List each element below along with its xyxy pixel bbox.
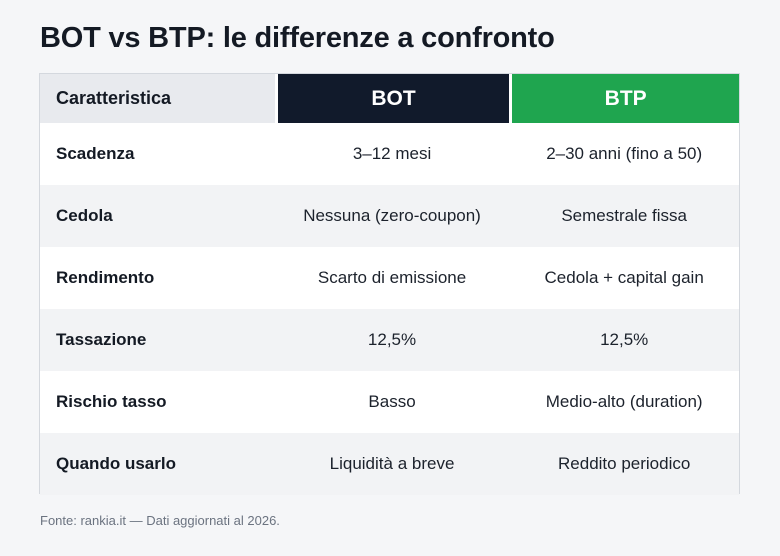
table-row: Cedola Nessuna (zero-coupon) Semestrale … [40, 185, 739, 247]
row-bot-value: Basso [368, 392, 416, 411]
row-btp-value: Reddito periodico [558, 454, 691, 473]
row-feature: Rendimento [56, 268, 155, 287]
row-bot-value: Liquidità a breve [329, 454, 455, 473]
page-title: BOT vs BTP: le differenze a confronto [40, 22, 555, 54]
comparison-table: Caratteristica BOT BTP Scadenza 3–12 mes… [39, 73, 740, 495]
row-feature: Quando usarlo [56, 454, 176, 473]
row-feature: Rischio tasso [56, 392, 167, 411]
table-row: Tassazione 12,5% 12,5% [40, 309, 739, 371]
row-feature: Tassazione [56, 330, 147, 349]
row-btp-value: 12,5% [600, 330, 649, 349]
table-header-row: Caratteristica BOT BTP [40, 74, 739, 123]
row-bot-value: Scarto di emissione [317, 268, 467, 287]
row-btp-value: Cedola + capital gain [544, 268, 704, 287]
row-btp-value: Semestrale fissa [561, 206, 687, 225]
source-note: Fonte: rankia.it — Dati aggiornati al 20… [40, 513, 280, 528]
row-bot-value: 12,5% [367, 330, 417, 349]
row-bot-value: 3–12 mesi [352, 144, 432, 163]
row-btp-value: 2–30 anni (fino a 50) [546, 144, 703, 163]
header-feature: Caratteristica [40, 74, 275, 123]
row-feature: Cedola [56, 206, 113, 225]
table-row: Scadenza 3–12 mesi 2–30 anni (fino a 50) [40, 123, 739, 185]
row-bot-value: Nessuna (zero-coupon) [303, 206, 481, 225]
row-btp-value: Medio-alto (duration) [545, 392, 703, 411]
header-bot: BOT [277, 74, 510, 123]
row-feature: Scadenza [56, 144, 135, 163]
header-btp: BTP [512, 74, 739, 123]
table-row: Rendimento Scarto di emissione Cedola + … [40, 247, 739, 309]
table-row: Rischio tasso Basso Medio-alto (duration… [40, 371, 739, 433]
table-row: Quando usarlo Liquidità a breve Reddito … [40, 433, 739, 495]
